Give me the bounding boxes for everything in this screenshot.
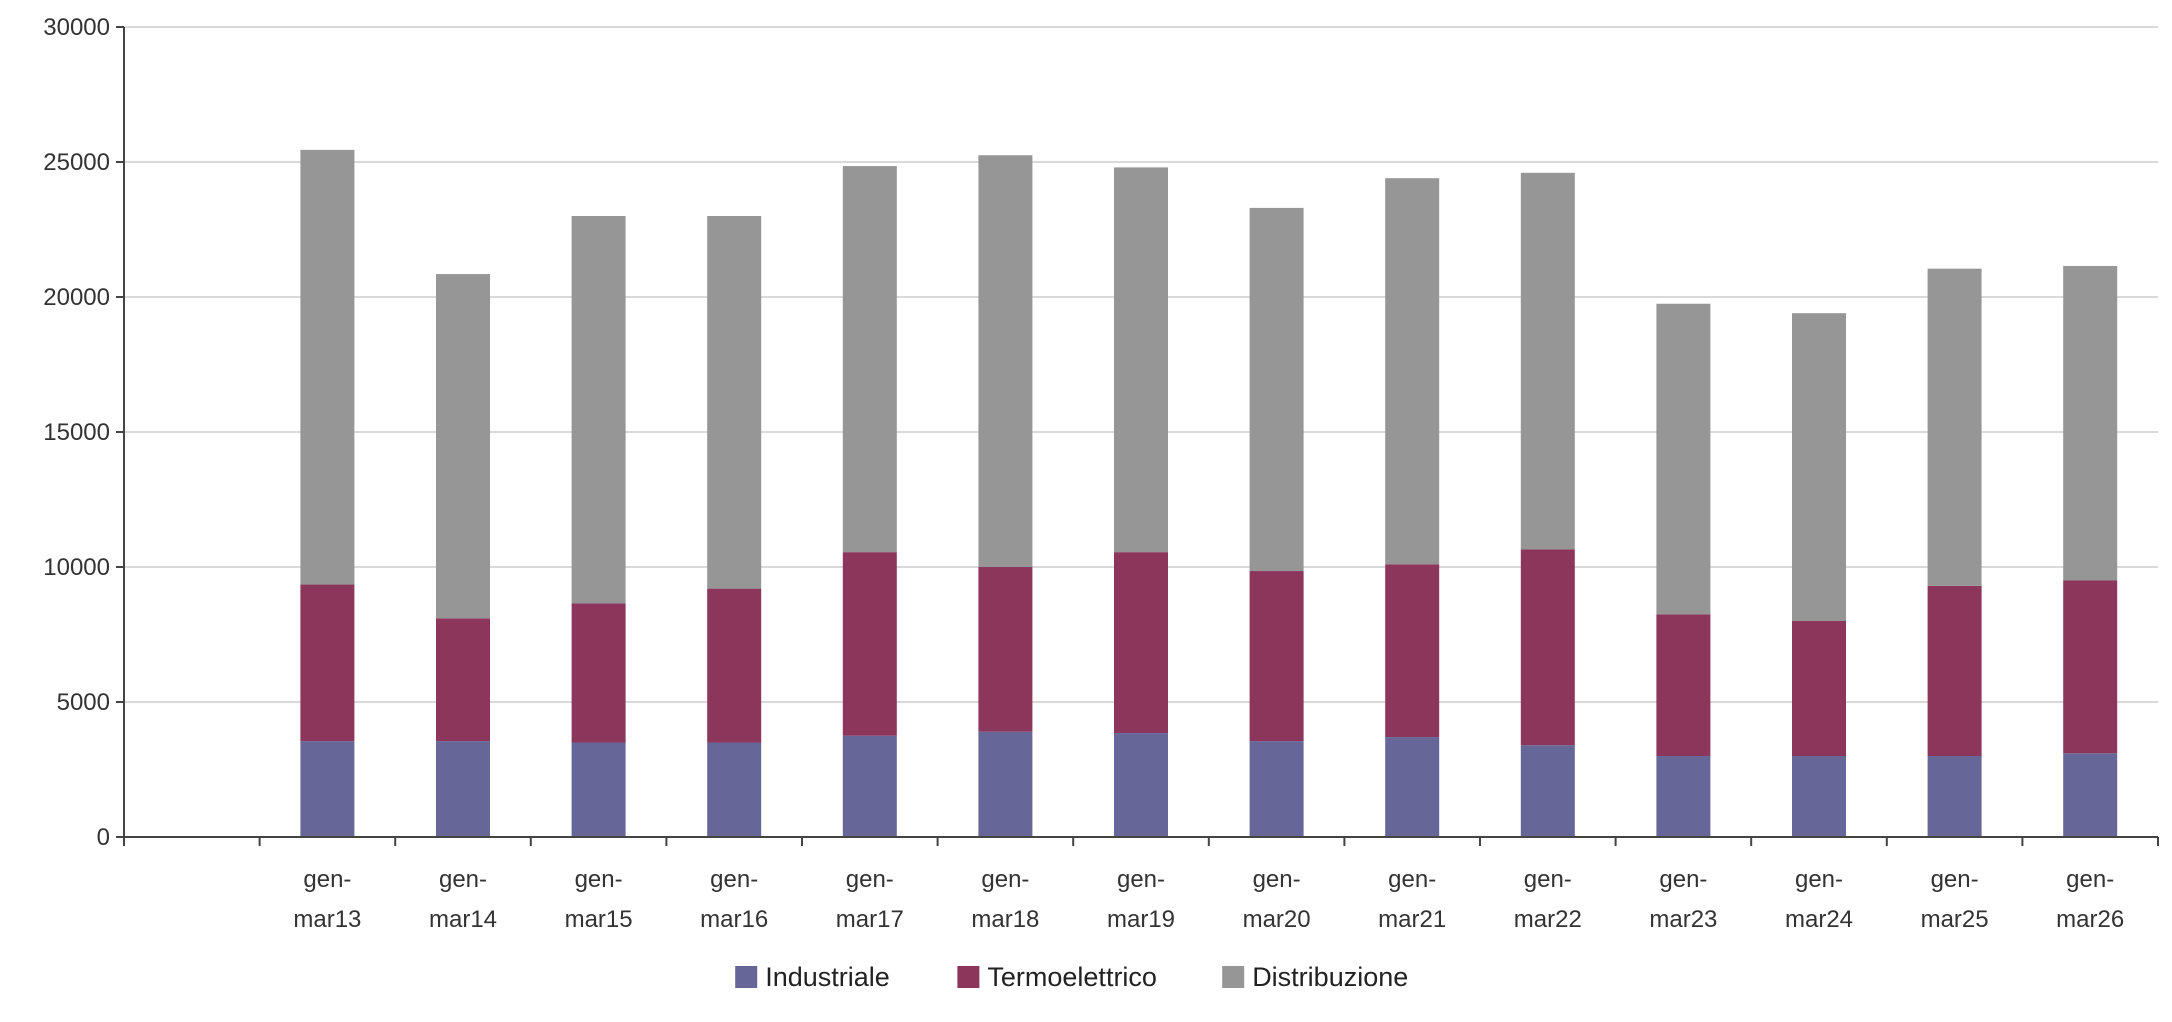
y-tick-label: 10000 (43, 554, 110, 581)
bar-termoelettrico-gen-mar13 (300, 584, 355, 742)
bar-industriale-gen-mar25 (1927, 756, 1982, 837)
y-tick-label: 30000 (43, 14, 110, 41)
x-tick-label: gen- (2066, 866, 2114, 893)
bar-distribuzione-gen-mar24 (1792, 313, 1846, 621)
x-tick-label: gen- (1931, 866, 1979, 893)
legend-swatch-distribuzione (1222, 966, 1245, 988)
bar-industriale-gen-mar19 (1114, 733, 1168, 837)
x-tick-label: mar20 (1243, 906, 1311, 933)
bar-distribuzione-gen-mar25 (1927, 268, 1982, 586)
bar-distribuzione-gen-mar26 (2063, 265, 2118, 581)
tick-labels: 0 5000 10000 15000 20000 25000 30000 gen-mar13 g… (43, 14, 2124, 933)
bar-termoelettrico-gen-mar16 (707, 588, 762, 743)
bar-termoelettrico-gen-mar25 (1927, 585, 1982, 756)
x-tick-label: mar21 (1378, 906, 1446, 933)
bar-industriale-gen-mar26 (2063, 753, 2118, 837)
y-tick-label: 20000 (43, 284, 110, 311)
axes (116, 26, 2159, 846)
bar-industriale-gen-mar15 (571, 742, 626, 837)
x-tick-label: gen- (1659, 866, 1707, 893)
x-tick-label: gen- (846, 866, 894, 893)
bar-termoelettrico-gen-mar18 (978, 567, 1033, 732)
x-tick-label: gen- (1117, 866, 1165, 893)
bar-industriale-gen-mar14 (436, 741, 490, 837)
bar-industriale-gen-mar22 (1520, 745, 1575, 837)
bar-distribuzione-gen-mar18 (978, 155, 1033, 567)
bar-distribuzione-gen-mar15 (571, 216, 626, 604)
bar-termoelettrico-gen-mar23 (1656, 614, 1711, 756)
legend-swatch-termoelettrico (957, 966, 980, 988)
bar-industriale-gen-mar23 (1656, 756, 1711, 837)
bar-industriale-gen-mar17 (842, 735, 897, 837)
x-tick-label: gen- (981, 866, 1029, 893)
x-tick-label: mar15 (565, 906, 633, 933)
x-tick-label: mar14 (429, 906, 497, 933)
legend-label-termoelettrico: Termoelettrico (987, 962, 1157, 992)
x-tick-label: gen- (439, 866, 487, 893)
bar-termoelettrico-gen-mar19 (1114, 552, 1168, 734)
x-tick-label: mar26 (2056, 906, 2124, 933)
bar-termoelettrico-gen-mar14 (436, 618, 490, 742)
bar-industriale-gen-mar20 (1249, 741, 1304, 837)
y-tick-label: 0 (97, 824, 110, 851)
bar-industriale-gen-mar16 (707, 742, 762, 837)
y-tick-label: 15000 (43, 419, 110, 446)
legend-label-industriale: Industriale (765, 962, 890, 992)
x-tick-label: mar22 (1514, 906, 1582, 933)
bars (300, 149, 2118, 837)
bar-termoelettrico-gen-mar24 (1792, 621, 1846, 756)
x-tick-label: gen- (303, 866, 351, 893)
bar-industriale-gen-mar18 (978, 731, 1033, 837)
x-tick-label: mar19 (1107, 906, 1175, 933)
legend-label-distribuzione: Distribuzione (1252, 962, 1408, 992)
x-tick-label: mar24 (1785, 906, 1853, 933)
x-tick-label: gen- (575, 866, 623, 893)
bar-distribuzione-gen-mar22 (1520, 172, 1575, 550)
bar-termoelettrico-gen-mar26 (2063, 580, 2118, 754)
bar-termoelettrico-gen-mar21 (1385, 564, 1440, 738)
bar-distribuzione-gen-mar23 (1656, 303, 1711, 615)
bar-distribuzione-gen-mar14 (436, 274, 490, 619)
x-tick-label: mar23 (1649, 906, 1717, 933)
bar-distribuzione-gen-mar21 (1385, 178, 1440, 565)
x-tick-label: mar25 (1921, 906, 1989, 933)
bar-distribuzione-gen-mar16 (707, 216, 762, 589)
y-tick-label: 25000 (43, 149, 110, 176)
x-tick-label: gen- (1795, 866, 1843, 893)
bar-industriale-gen-mar24 (1792, 756, 1846, 837)
bar-distribuzione-gen-mar19 (1114, 167, 1168, 553)
legend: Industriale Termoelettrico Distribuzione (735, 962, 1408, 992)
y-tick-label: 5000 (57, 689, 110, 716)
bar-distribuzione-gen-mar13 (300, 149, 355, 585)
bar-industriale-gen-mar21 (1385, 737, 1440, 837)
x-tick-label: gen- (1524, 866, 1572, 893)
bar-distribuzione-gen-mar20 (1249, 207, 1304, 572)
x-tick-label: mar18 (971, 906, 1039, 933)
x-tick-label: gen- (1388, 866, 1436, 893)
x-tick-label: mar17 (836, 906, 904, 933)
bar-termoelettrico-gen-mar15 (571, 603, 626, 743)
x-tick-label: mar13 (293, 906, 361, 933)
x-tick-label: gen- (1253, 866, 1301, 893)
x-tick-label: mar16 (700, 906, 768, 933)
bar-distribuzione-gen-mar17 (842, 166, 897, 553)
bar-termoelettrico-gen-mar20 (1249, 571, 1304, 742)
bar-termoelettrico-gen-mar17 (842, 552, 897, 736)
legend-swatch-industriale (735, 966, 758, 988)
bar-termoelettrico-gen-mar22 (1520, 549, 1575, 746)
bar-industriale-gen-mar13 (300, 741, 355, 837)
x-tick-label: gen- (710, 866, 758, 893)
